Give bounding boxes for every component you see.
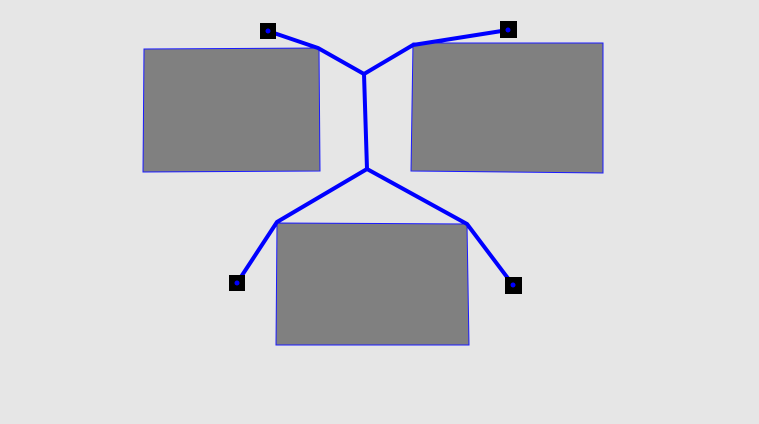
joint-top-left xyxy=(265,28,271,34)
link-bottom-right-arm xyxy=(365,167,515,287)
linkage xyxy=(235,28,515,287)
link-bottom-left-arm xyxy=(235,167,369,285)
block-top-left[interactable] xyxy=(142,47,321,173)
block-bottom[interactable] xyxy=(275,222,470,346)
link-top-right-arm xyxy=(362,28,510,76)
joint-bottom-right xyxy=(510,282,516,288)
joint-top-right xyxy=(505,27,511,33)
block-top-right[interactable] xyxy=(410,42,604,174)
link-top-left-arm xyxy=(266,29,366,76)
anchor-joints xyxy=(234,27,516,288)
link-spine xyxy=(362,72,369,171)
joint-bottom-left xyxy=(234,280,240,286)
